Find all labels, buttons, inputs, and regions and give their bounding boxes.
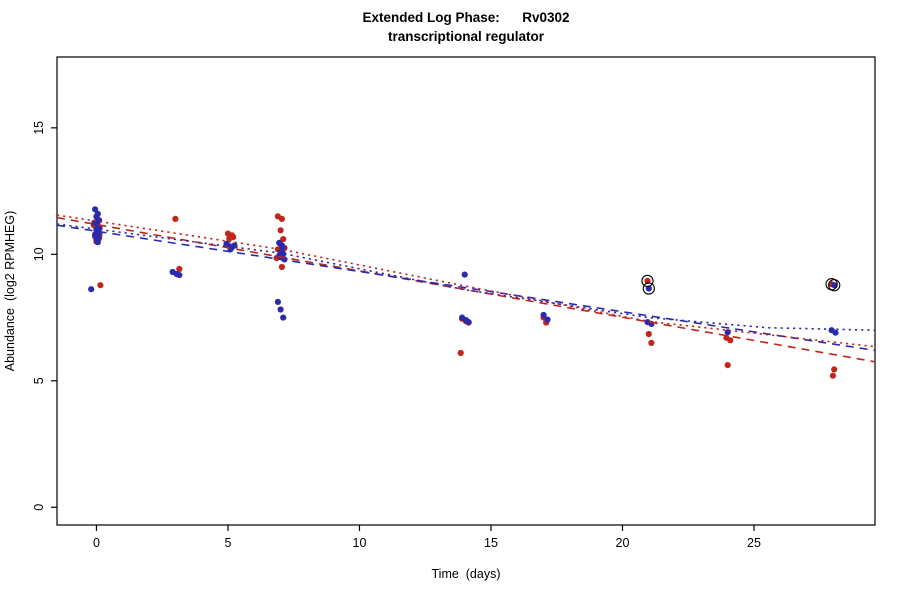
blue-point [274, 298, 281, 305]
chart-title-line2: transcriptional regulator [388, 29, 545, 44]
red-point [829, 372, 837, 379]
y-tick-label: 15 [32, 121, 46, 135]
y-tick-label: 10 [32, 247, 46, 261]
plot-border [56, 56, 876, 526]
y-tick-label: 0 [32, 504, 46, 511]
blue-point [465, 319, 472, 326]
x-tick-label: 5 [224, 536, 231, 550]
outlier-ring [641, 274, 654, 288]
red-point [277, 227, 284, 234]
y-tick-label: 5 [32, 377, 46, 384]
red-point [645, 330, 652, 338]
blue-point [92, 206, 99, 213]
blue-point [94, 239, 101, 246]
y-axis-label: Abundance (log2 RPMHEG) [3, 211, 17, 372]
x-tick-label: 25 [747, 536, 761, 550]
blue-point [832, 329, 839, 336]
red-point [457, 349, 464, 357]
red-point [97, 282, 104, 289]
red-point [230, 234, 237, 241]
chart-title-line1: Extended Log Phase: Rv0302 [362, 10, 569, 25]
x-tick-label: 10 [353, 536, 367, 550]
outlier-ring [828, 279, 841, 292]
red-point [278, 263, 285, 271]
blue-dotted-fit [56, 223, 876, 331]
x-tick-label: 15 [484, 536, 498, 550]
red-point [172, 215, 179, 222]
x-tick-label: 20 [616, 536, 630, 550]
blue-point [831, 282, 838, 289]
blue-point [176, 272, 183, 279]
red-dotted-fit [56, 214, 876, 348]
red-point [280, 236, 287, 243]
red-point [724, 362, 731, 369]
blue-point [540, 311, 547, 319]
red-point [176, 265, 183, 273]
blue-point [280, 314, 287, 321]
plot-area: 0 5 10 15 20 25 0 5 10 15 [32, 56, 876, 550]
red-point [831, 366, 838, 373]
outlier-ring [642, 282, 655, 295]
red-dashed-fit [56, 216, 876, 363]
blue-point [88, 286, 95, 293]
x-axis-label: Time (days) [432, 567, 501, 581]
x-tick-label: 0 [93, 536, 100, 550]
blue-point [544, 316, 551, 323]
red-point [727, 337, 734, 344]
blue-point [277, 306, 284, 313]
blue-point [461, 271, 468, 278]
red-point [278, 215, 285, 222]
blue-dashed-fit [56, 224, 876, 352]
red-point [648, 339, 655, 346]
